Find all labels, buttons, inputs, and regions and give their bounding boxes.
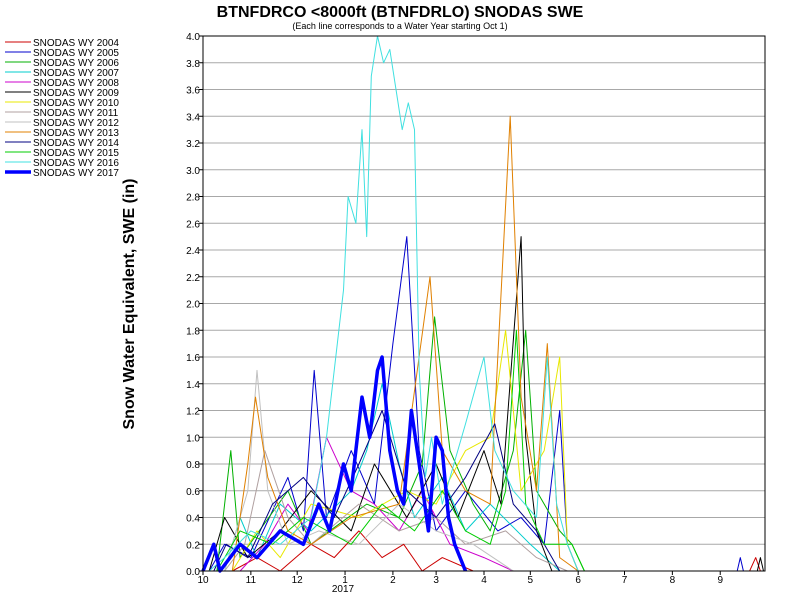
y-tick-label: 2.0 xyxy=(186,300,200,311)
x-tick-label: 7 xyxy=(622,575,628,586)
series-line-10 xyxy=(231,115,579,572)
series-line-14 xyxy=(201,355,468,573)
y-tick-label: 3.8 xyxy=(186,59,200,70)
y-tick-label: 3.6 xyxy=(186,86,200,97)
legend-label: SNODAS WY 2012 xyxy=(33,118,119,129)
legend-label: SNODAS WY 2013 xyxy=(33,128,119,139)
y-tick-label: 3.0 xyxy=(186,166,200,177)
x-tick-label: 12 xyxy=(292,575,304,586)
x-tick-label: 11 xyxy=(246,575,257,586)
y-tick-label: 2.8 xyxy=(186,193,200,204)
legend-label: SNODAS WY 2006 xyxy=(33,58,119,69)
y-tick-label: 0.2 xyxy=(186,540,200,551)
y-tick-label: 2.4 xyxy=(186,246,200,257)
legend-label: SNODAS WY 2011 xyxy=(33,108,119,119)
series-line-12 xyxy=(216,329,585,572)
series-line-13 xyxy=(208,35,579,572)
x-tick-label: 1 xyxy=(342,575,348,586)
y-tick-label: 4.0 xyxy=(186,32,200,43)
legend-label: SNODAS WY 2004 xyxy=(33,38,119,49)
legend-label: SNODAS WY 2008 xyxy=(33,78,119,89)
y-tick-label: 1.4 xyxy=(186,380,200,391)
legend-label: SNODAS WY 2007 xyxy=(33,68,119,79)
y-tick-label: 1.2 xyxy=(186,407,200,418)
series-line-2 xyxy=(208,236,744,572)
chart-subtitle: (Each line corresponds to a Water Year s… xyxy=(292,21,507,31)
x-tick-label: 5 xyxy=(528,575,534,586)
series-line-7 xyxy=(231,329,579,572)
x-tick-label: 9 xyxy=(717,575,723,586)
y-tick-label: 2.2 xyxy=(186,273,200,284)
y-tick-label: 0.4 xyxy=(186,514,200,525)
y-axis: 0.0 0.2 0.4 0.6 0.8 1.0 1.2 1.4 1.6 1.8 2.0 2.2 2.4 2… xyxy=(186,32,203,578)
x-tick-label: 6 xyxy=(575,575,581,586)
x-tick-label: 2 xyxy=(390,575,396,586)
y-tick-label: 1.0 xyxy=(186,433,200,444)
y-tick-label: 3.2 xyxy=(186,139,200,150)
series-line-6 xyxy=(208,236,764,572)
y-tick-label: 0.8 xyxy=(186,460,200,471)
legend-label: SNODAS WY 2016 xyxy=(33,158,119,169)
legend-label: SNODAS WY 2010 xyxy=(33,98,119,109)
x-tick-label: 3 xyxy=(433,575,439,586)
y-tick-label: 3.4 xyxy=(186,112,200,123)
x-axis: 10 11 12 1 2 3 4 5 6 7 8 9 xyxy=(197,571,723,586)
legend-label: SNODAS WY 2015 xyxy=(33,148,119,159)
chart-title: BTNFDRCO <8000ft (BTNFDRLO) SNODAS SWE xyxy=(217,4,584,21)
legend-label: SNODAS WY 2009 xyxy=(33,88,119,99)
series-line-8 xyxy=(224,450,568,572)
y-tick-label: 1.6 xyxy=(186,353,200,364)
legend-label: SNODAS WY 2017 xyxy=(33,168,119,179)
x-tick-label: 10 xyxy=(197,575,209,586)
y-tick-label: 2.6 xyxy=(186,219,200,230)
legend-label: SNODAS WY 2014 xyxy=(33,138,119,149)
y-tick-label: 0.0 xyxy=(186,567,200,578)
legend-label: SNODAS WY 2005 xyxy=(33,48,119,59)
y-tick-label: 1.8 xyxy=(186,326,200,337)
series-line-3 xyxy=(216,316,585,572)
x-axis-year-label: 2017 xyxy=(332,584,355,595)
x-tick-label: 4 xyxy=(481,575,487,586)
y-axis-label: Snow Water Equivalent, SWE (in) xyxy=(121,179,138,430)
x-tick-label: 8 xyxy=(670,575,676,586)
series-line-4 xyxy=(224,383,561,572)
y-tick-label: 0.6 xyxy=(186,487,200,498)
series-line-1 xyxy=(232,530,761,572)
